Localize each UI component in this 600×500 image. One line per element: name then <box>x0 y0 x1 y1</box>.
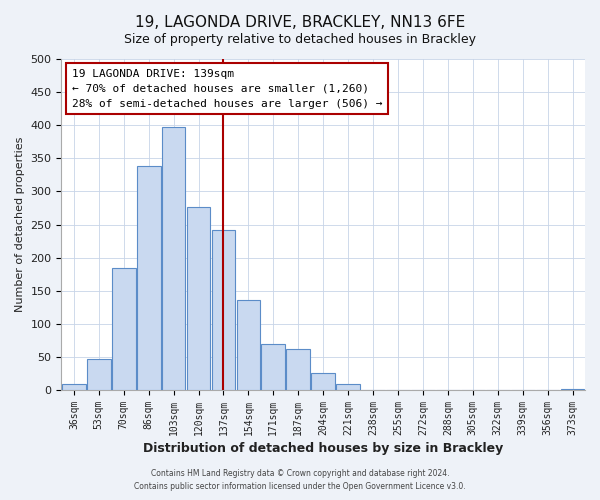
Bar <box>236 300 260 390</box>
Text: Size of property relative to detached houses in Brackley: Size of property relative to detached ho… <box>124 32 476 46</box>
Bar <box>137 166 161 390</box>
Bar <box>336 384 360 390</box>
Bar <box>286 349 310 390</box>
Bar <box>87 359 110 390</box>
Y-axis label: Number of detached properties: Number of detached properties <box>15 137 25 312</box>
Bar <box>311 373 335 390</box>
Bar <box>187 206 211 390</box>
Text: Contains HM Land Registry data © Crown copyright and database right 2024.
Contai: Contains HM Land Registry data © Crown c… <box>134 470 466 491</box>
Bar <box>112 268 136 390</box>
Bar <box>62 384 86 390</box>
Text: 19 LAGONDA DRIVE: 139sqm
← 70% of detached houses are smaller (1,260)
28% of sem: 19 LAGONDA DRIVE: 139sqm ← 70% of detach… <box>72 69 382 108</box>
Bar <box>560 389 584 390</box>
Bar <box>262 344 285 390</box>
Text: 19, LAGONDA DRIVE, BRACKLEY, NN13 6FE: 19, LAGONDA DRIVE, BRACKLEY, NN13 6FE <box>135 15 465 30</box>
Bar <box>162 126 185 390</box>
Bar <box>212 230 235 390</box>
X-axis label: Distribution of detached houses by size in Brackley: Distribution of detached houses by size … <box>143 442 503 455</box>
